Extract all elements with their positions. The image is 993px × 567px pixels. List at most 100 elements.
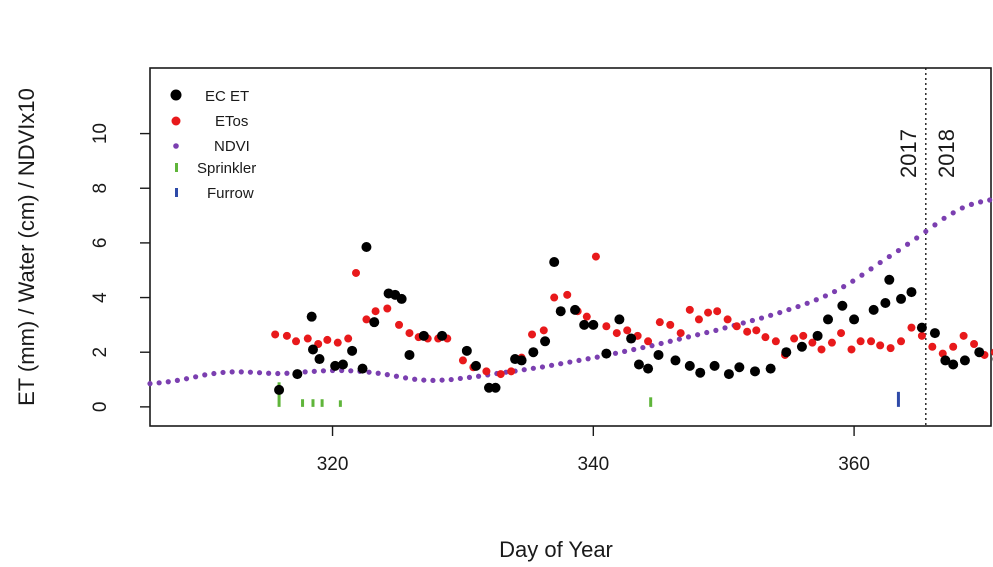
ec-et-point-8 [357, 363, 368, 374]
legend-label-etos: ETos [215, 113, 248, 130]
sprinkler-bar-5 [649, 397, 653, 407]
etos-point-68 [970, 340, 979, 349]
plot-frame [149, 67, 992, 427]
ndvi-point-77 [850, 278, 856, 284]
etos-point-47 [761, 333, 770, 342]
ndvi-point-5 [193, 374, 199, 380]
ndvi-point-55 [649, 343, 655, 349]
ec-et-point-18 [470, 360, 481, 371]
etos-point-48 [771, 337, 780, 346]
ndvi-series [147, 197, 993, 387]
legend-marker-sprinkler [175, 163, 178, 172]
etos-point-12 [395, 320, 404, 329]
ec-et-point-54 [906, 287, 917, 298]
ndvi-point-58 [676, 336, 682, 342]
etos-point-61 [897, 337, 906, 346]
etos-point-50 [790, 334, 799, 343]
ndvi-point-80 [877, 259, 883, 266]
ndvi-point-79 [868, 266, 874, 272]
legend-entry-ec-et: EC ET [170, 88, 249, 105]
etos-point-43 [723, 315, 732, 324]
etos-point-37 [666, 320, 675, 329]
ndvi-point-92 [987, 197, 993, 203]
ndvi-point-48 [585, 356, 591, 362]
legend-label-ndvi: NDVI [214, 138, 250, 155]
year-2017-label: 2017 [896, 129, 921, 178]
ndvi-point-29 [412, 376, 418, 382]
ec-et-point-9 [361, 242, 372, 252]
etos-point-5 [323, 335, 332, 344]
ec-et-point-55 [916, 322, 927, 333]
etos-point-40 [694, 315, 703, 324]
y-tick-label-1: 2 [90, 347, 111, 358]
ndvi-point-61 [704, 329, 710, 336]
furrow-bar-0 [896, 391, 900, 407]
etos-point-39 [685, 305, 694, 314]
ndvi-point-33 [448, 376, 454, 383]
ec-et-point-0 [274, 384, 285, 395]
x-axis-title: Day of Year [499, 537, 613, 562]
ndvi-point-74 [822, 293, 829, 299]
etos-point-60 [886, 344, 895, 353]
etos-point-27 [563, 290, 572, 299]
ec-et-point-7 [347, 345, 358, 356]
ndvi-point-31 [430, 377, 436, 383]
ndvi-point-12 [256, 370, 263, 376]
ndvi-point-54 [640, 344, 646, 351]
etos-point-70 [990, 348, 993, 356]
ec-et-point-57 [940, 355, 951, 366]
legend-entry-ndvi: NDVI [173, 138, 250, 155]
ndvi-point-85 [923, 228, 929, 235]
etos-point-36 [655, 318, 664, 327]
ndvi-point-42 [530, 365, 536, 371]
etos-point-64 [928, 342, 937, 351]
ndvi-point-0 [147, 381, 153, 387]
etos-point-3 [303, 334, 312, 343]
ndvi-point-71 [795, 303, 801, 310]
legend-entry-furrow: Furrow [175, 185, 254, 202]
ndvi-point-73 [813, 297, 819, 303]
ndvi-point-57 [667, 338, 673, 344]
ndvi-point-47 [576, 357, 582, 364]
etos-point-44 [732, 322, 741, 331]
legend-marker-ndvi [173, 143, 179, 149]
ndvi-point-70 [786, 306, 792, 313]
etos-point-56 [847, 345, 856, 354]
legend-marker-furrow [175, 188, 178, 197]
ec-et-point-33 [633, 359, 644, 370]
ec-et-point-50 [868, 304, 879, 315]
ec-et-series [274, 242, 993, 395]
ec-et-point-15 [418, 330, 429, 341]
etos-point-31 [602, 322, 611, 331]
ndvi-point-7 [211, 370, 217, 377]
ndvi-point-89 [959, 205, 965, 211]
ndvi-point-49 [594, 354, 600, 360]
ndvi-point-72 [804, 300, 810, 306]
ec-et-point-22 [516, 355, 527, 366]
y-tick-label-5: 10 [90, 123, 111, 144]
ec-et-point-3 [307, 344, 318, 355]
ndvi-point-69 [777, 309, 783, 316]
etos-point-46 [752, 326, 761, 335]
etos-series [271, 252, 993, 379]
ec-et-point-1 [292, 369, 303, 380]
ec-et-point-60 [974, 347, 985, 358]
ndvi-point-17 [302, 369, 308, 375]
etos-point-51 [799, 331, 808, 340]
ec-et-point-40 [723, 369, 734, 380]
ec-et-point-14 [404, 349, 415, 360]
etos-point-42 [713, 307, 722, 316]
etos-point-24 [528, 330, 537, 339]
ec-et-point-53 [896, 293, 907, 304]
ec-et-point-17 [461, 345, 472, 356]
ec-et-point-37 [684, 360, 695, 371]
ndvi-point-43 [539, 364, 546, 370]
y-tick-label-4: 8 [90, 183, 111, 194]
ec-et-point-5 [330, 360, 341, 371]
ec-et-point-4 [314, 354, 325, 365]
etos-point-33 [623, 326, 632, 335]
etos-point-57 [856, 337, 865, 346]
ec-et-point-13 [396, 293, 407, 304]
ec-et-point-47 [823, 314, 834, 325]
etos-point-9 [362, 315, 371, 324]
